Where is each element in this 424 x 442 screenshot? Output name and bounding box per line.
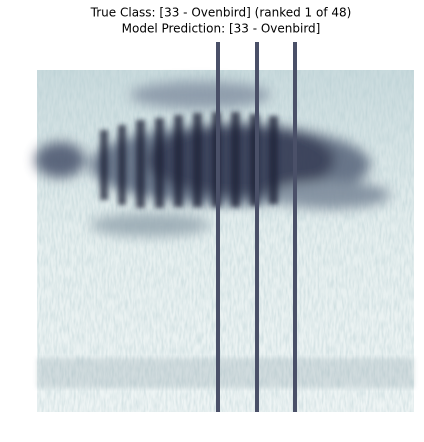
subtitle: Model Prediction: [33 - Ovenbird] (122, 22, 321, 36)
markers (216, 42, 297, 412)
title: True Class: [33 - Ovenbird] (ranked 1 of… (90, 6, 352, 20)
spectrogram (35, 70, 414, 412)
